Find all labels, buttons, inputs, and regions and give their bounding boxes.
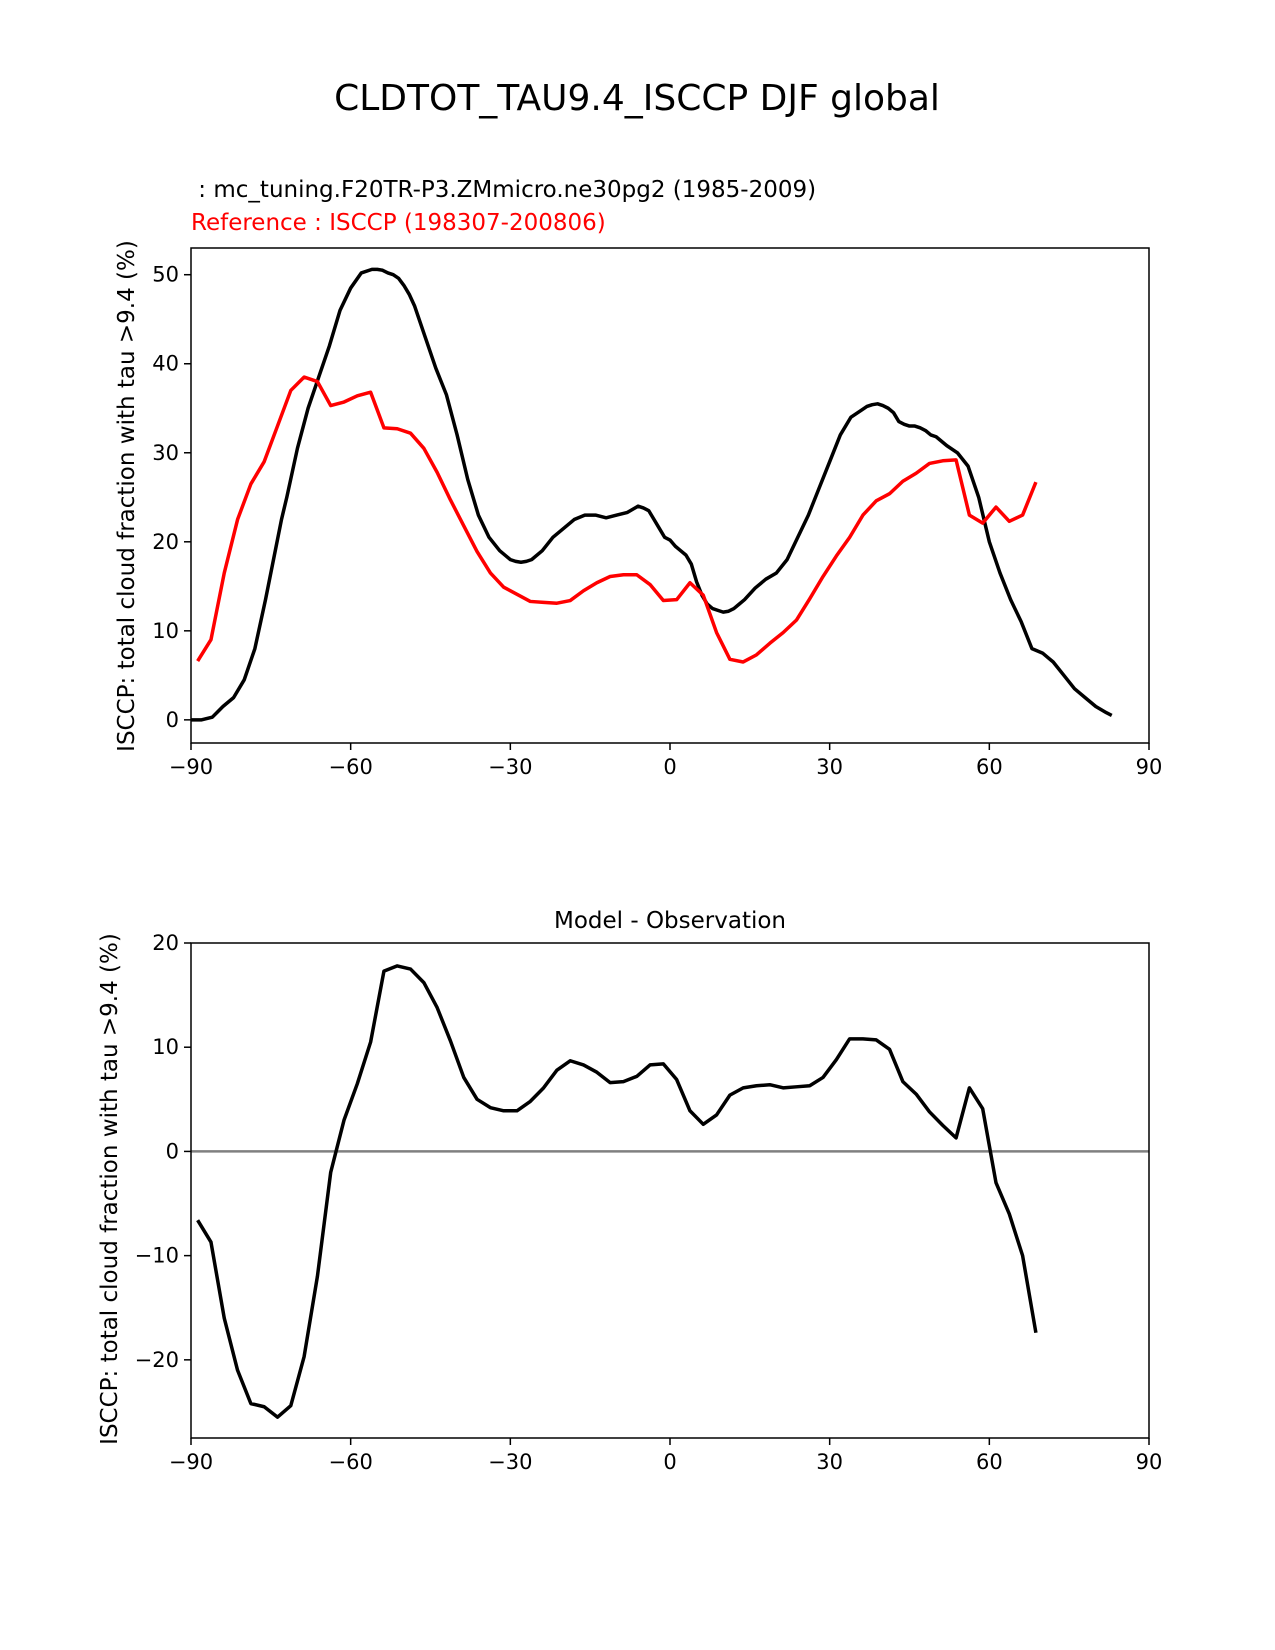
top-ytick-label: 50 — [152, 263, 179, 287]
top-x-axis: −90 −60 −30 0 30 60 90 — [169, 743, 1163, 779]
top-ytick-label: 30 — [152, 441, 179, 465]
bottom-xtick-label: 0 — [663, 1450, 676, 1474]
top-plot-frame — [190, 247, 1150, 744]
bottom-ytick-label: 20 — [152, 931, 179, 955]
bottom-xtick-label: −30 — [488, 1450, 532, 1474]
top-xtick-label: 60 — [976, 755, 1003, 779]
bottom-xtick-label: 30 — [816, 1450, 843, 1474]
figure-title: CLDTOT_TAU9.4_ISCCP DJF global — [334, 78, 940, 119]
bottom-xtick-label: −60 — [329, 1450, 373, 1474]
bottom-ytick-label: −10 — [135, 1244, 179, 1268]
top-series-layer — [191, 267, 1113, 722]
bottom-xtick-label: 90 — [1136, 1450, 1163, 1474]
top-ytick-label: 40 — [152, 352, 179, 376]
top-xtick-label: 90 — [1136, 755, 1163, 779]
top-xtick-label: 0 — [663, 755, 676, 779]
bottom-ytick-label: −20 — [135, 1348, 179, 1372]
top-ytick-label: 20 — [152, 530, 179, 554]
bottom-y-axis: −20 −10 0 10 20 — [135, 931, 191, 1372]
top-ytick-label: 10 — [152, 619, 179, 643]
top-xtick-label: 30 — [816, 755, 843, 779]
bottom-plot-frame — [190, 942, 1150, 1439]
bottom-series-line-0 — [196, 964, 1038, 1419]
top-series-line-0 — [191, 267, 1113, 722]
bottom-ytick-label: 0 — [166, 1139, 179, 1163]
bottom-x-axis: −90 −60 −30 0 30 60 90 — [169, 1438, 1163, 1474]
reference-label: Reference : ISCCP (198307-200806) — [191, 210, 606, 236]
top-xtick-label: −90 — [169, 755, 213, 779]
bottom-xtick-label: −90 — [169, 1450, 213, 1474]
bottom-title: Model - Observation — [554, 908, 786, 934]
top-ylabel: ISCCP: total cloud fraction with tau >9.… — [114, 240, 140, 752]
test-label: : mc_tuning.F20TR-P3.ZMmicro.ne30pg2 (19… — [191, 177, 816, 203]
top-ytick-label: 0 — [166, 708, 179, 732]
top-y-axis: 0 10 20 30 40 50 — [152, 263, 191, 732]
bottom-series-layer — [196, 964, 1038, 1419]
bottom-ylabel: ISCCP: total cloud fraction with tau >9.… — [97, 933, 123, 1445]
top-panel: : mc_tuning.F20TR-P3.ZMmicro.ne30pg2 (19… — [114, 177, 1162, 779]
top-xtick-label: −60 — [329, 755, 373, 779]
top-series-line-1 — [196, 375, 1038, 664]
bottom-ytick-label: 10 — [152, 1035, 179, 1059]
top-xtick-label: −30 — [488, 755, 532, 779]
bottom-xtick-label: 60 — [976, 1450, 1003, 1474]
bottom-panel: Model - Observation ISCCP: total cloud f… — [97, 908, 1162, 1474]
